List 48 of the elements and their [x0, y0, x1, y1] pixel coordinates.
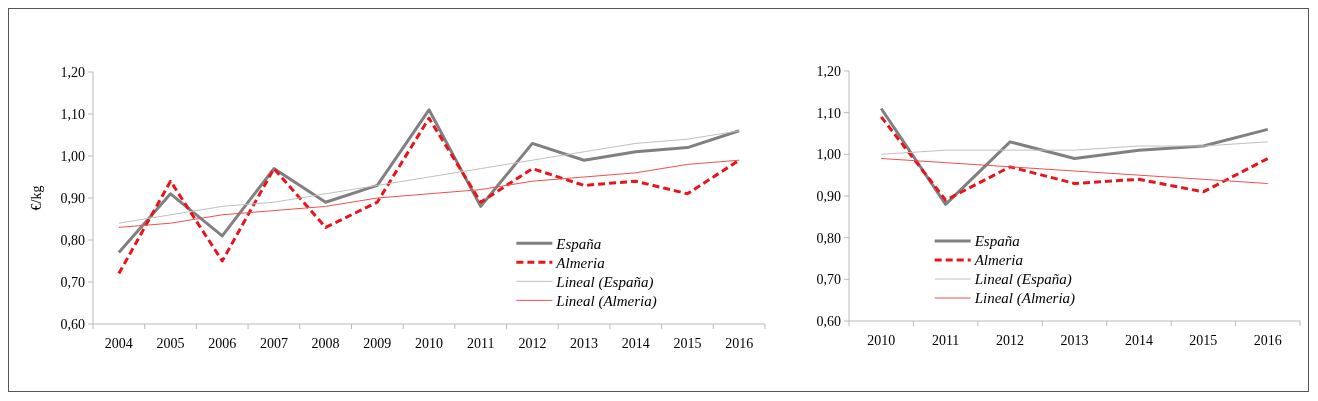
line-series: [118, 130, 740, 224]
legend-label: Almeria: [555, 254, 605, 271]
y-tick-label: 0,60: [60, 316, 85, 332]
y-tick-label: 0,90: [60, 190, 85, 206]
x-tick-label: 2016: [1253, 333, 1282, 348]
x-tick-label: 2011: [931, 333, 960, 348]
legend-label: Lineal (España): [555, 273, 654, 291]
line-series: [118, 159, 740, 228]
y-tick-label: 1,10: [816, 105, 841, 121]
y-tick-label: 1,10: [60, 106, 85, 122]
x-tick-label: 2010: [867, 333, 896, 348]
x-tick-label: 2008: [311, 336, 340, 351]
x-tick-label: 2013: [570, 336, 599, 351]
y-tick-label: 0,70: [60, 274, 85, 290]
y-tick-label: 0,70: [816, 272, 841, 288]
y-tick-label: 1,00: [816, 147, 841, 163]
y-tick-label: 1,20: [60, 64, 85, 80]
y-tick-label: 0,60: [816, 313, 841, 329]
x-tick-label: 2010: [415, 336, 443, 351]
x-tick-label: 2014: [1124, 333, 1153, 348]
x-tick-label: 2015: [673, 336, 702, 351]
y-tick-label: 0,80: [816, 230, 841, 246]
x-tick-label: 2014: [621, 336, 650, 351]
y-axis-title: €/kg: [29, 185, 44, 211]
y-tick-label: 0,90: [816, 188, 841, 204]
line-series: [880, 158, 1269, 184]
y-tick-label: 1,00: [60, 148, 85, 164]
legend-label: Lineal (Almeria): [555, 292, 657, 310]
x-tick-label: 2013: [1060, 333, 1089, 348]
x-tick-label: 2012: [996, 333, 1025, 348]
y-tick-label: 1,20: [816, 63, 841, 79]
x-tick-label: 2004: [104, 336, 133, 351]
x-tick-label: 2007: [259, 336, 288, 351]
line-series: [117, 116, 741, 276]
line-series: [880, 141, 1269, 155]
legend-label: Lineal (Almeria): [973, 290, 1076, 308]
x-tick-label: 2011: [466, 336, 495, 351]
legend-label: Lineal (España): [973, 271, 1072, 289]
legend-label: Almeria: [973, 252, 1024, 269]
y-tick-label: 0,80: [60, 232, 85, 248]
x-tick-label: 2005: [156, 336, 185, 351]
x-tick-label: 2012: [518, 336, 547, 351]
x-tick-label: 2015: [1189, 333, 1218, 348]
x-tick-label: 2006: [208, 336, 237, 351]
legend-label: España: [555, 235, 602, 252]
x-tick-label: 2016: [725, 336, 754, 351]
x-tick-label: 2009: [363, 336, 392, 351]
legend-label: España: [973, 233, 1020, 250]
